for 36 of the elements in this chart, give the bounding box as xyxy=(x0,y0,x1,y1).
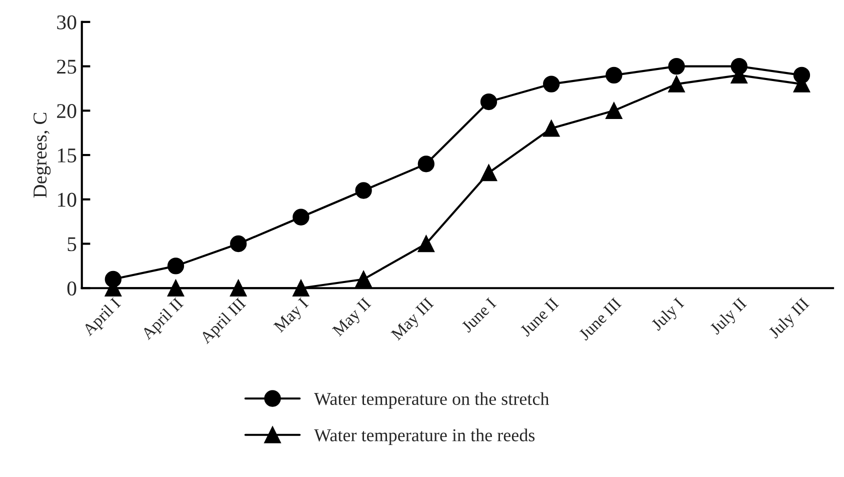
point xyxy=(230,235,247,252)
y-tick-label: 5 xyxy=(68,237,76,252)
x-tick-label: July II xyxy=(708,296,750,338)
point xyxy=(355,182,372,199)
point xyxy=(606,102,622,119)
x-tick-label: July III xyxy=(768,296,812,342)
point xyxy=(606,66,622,84)
y-tick-label: 20 xyxy=(57,104,76,118)
point xyxy=(355,270,372,288)
point xyxy=(480,93,498,110)
point xyxy=(292,208,310,226)
point xyxy=(668,58,685,75)
legend-label: Water temperature on the stretch xyxy=(314,392,550,409)
x-tick-label: June II xyxy=(520,297,560,337)
point xyxy=(418,156,434,172)
x-tick-label: July I xyxy=(650,296,687,334)
y-tick-label: 15 xyxy=(58,148,76,162)
point xyxy=(668,76,685,92)
y-tick-label: 30 xyxy=(57,15,76,30)
y-tick-label: 10 xyxy=(58,192,76,207)
point xyxy=(543,120,560,137)
x-tick-label: May III xyxy=(390,297,436,344)
y-axis-title: Degrees, C xyxy=(34,112,51,198)
point xyxy=(230,280,247,296)
legend-label: Water temperature in the reeds xyxy=(314,428,535,446)
point xyxy=(167,258,184,274)
x-tick-label: June III xyxy=(578,297,622,341)
y-tick-label: 25 xyxy=(57,60,76,74)
y-tick-label: 0 xyxy=(67,281,76,296)
point xyxy=(167,280,184,296)
x-tick-label: June I xyxy=(460,297,497,333)
point xyxy=(418,235,434,252)
point xyxy=(480,164,498,182)
x-tick-label: May I xyxy=(273,297,312,336)
point xyxy=(543,76,560,92)
x-tick-label: May II xyxy=(332,297,374,340)
